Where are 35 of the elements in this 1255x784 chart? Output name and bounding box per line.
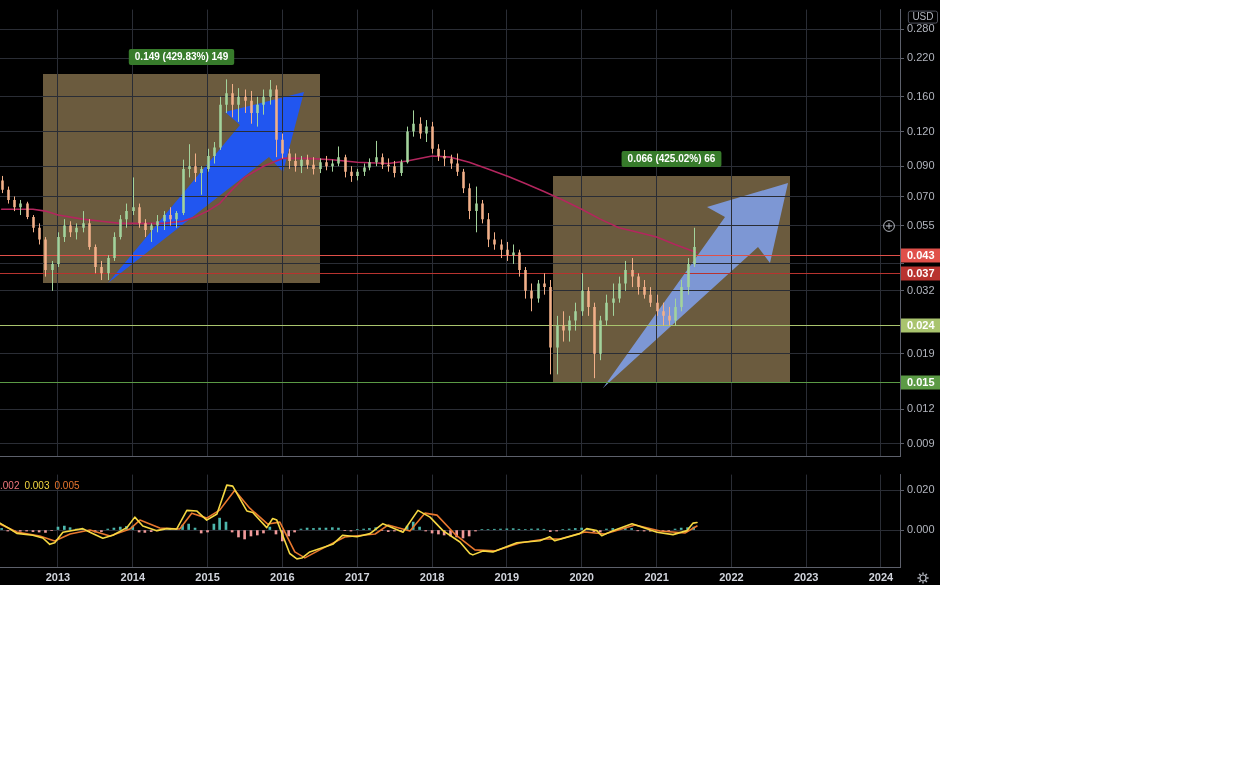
y-tick-label: 0.090 <box>907 159 935 172</box>
y-tick-label: 0.070 <box>907 189 935 202</box>
x-tick-label: 2021 <box>644 570 669 583</box>
annotation: 0.005 <box>54 480 80 492</box>
x-tick-label: 2017 <box>345 570 370 583</box>
ref-line-label: 0.015 <box>907 376 935 389</box>
y-tick-label: 0.055 <box>907 218 935 231</box>
y-tick-label: 0.009 <box>907 436 935 449</box>
annotation: 0.003 <box>24 480 50 492</box>
x-tick-label: 2023 <box>793 570 819 583</box>
y-tick-label: 0.020 <box>907 483 935 496</box>
x-tick-label: 2020 <box>569 570 594 583</box>
ref-line-label: 0.043 <box>907 249 935 262</box>
ref-line-label: 0.037 <box>907 267 935 280</box>
x-tick-label: 2016 <box>270 570 295 583</box>
y-tick-label: 0.220 <box>907 51 935 64</box>
y-tick-label: 0.012 <box>907 402 935 415</box>
y-axis-title: USD <box>912 11 934 23</box>
x-tick-label: 2014 <box>120 570 146 583</box>
annotation: .002 <box>0 480 20 492</box>
y-tick-label: 0.120 <box>907 124 935 137</box>
y-tick-label: 0.019 <box>907 346 935 359</box>
y-tick-label: 0.280 <box>907 22 935 35</box>
y-tick-label: 0.000 <box>907 523 935 536</box>
x-tick-label: 2022 <box>719 570 744 583</box>
x-tick-label: 2019 <box>494 570 520 583</box>
x-tick-label: 2024 <box>868 570 895 583</box>
x-tick-label: 2018 <box>419 570 445 583</box>
x-tick-label: 2013 <box>45 570 71 583</box>
y-tick-label: 0.160 <box>907 89 935 102</box>
annotation: 0.149 (429.83%) 149 <box>134 51 229 63</box>
ref-line-label: 0.024 <box>907 319 936 332</box>
annotation: 0.066 (425.02%) 66 <box>627 153 716 165</box>
x-tick-label: 2015 <box>195 570 220 583</box>
y-tick-label: 0.032 <box>907 283 935 296</box>
